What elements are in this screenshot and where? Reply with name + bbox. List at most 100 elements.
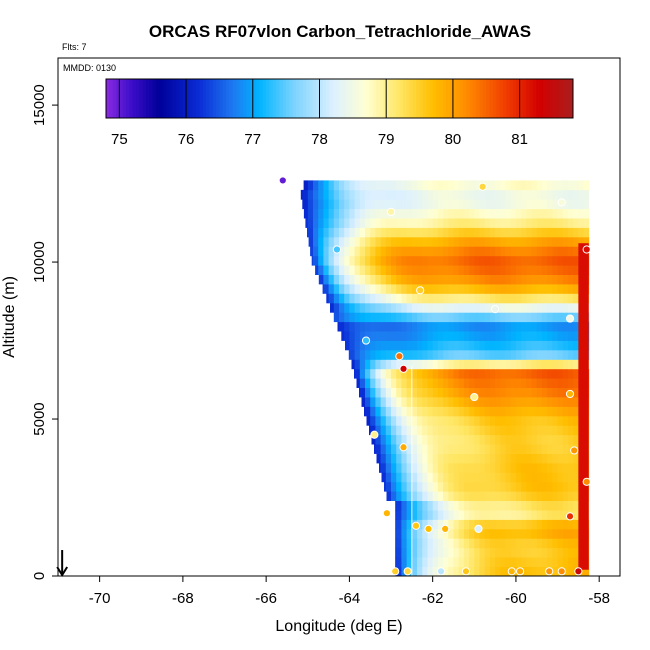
- heatmap-cell: [489, 331, 496, 341]
- heatmap-cell: [541, 453, 548, 464]
- heatmap-cell: [500, 481, 506, 492]
- heatmap-cell: [437, 528, 444, 539]
- heatmap-cell: [515, 481, 522, 492]
- heatmap-cell: [573, 378, 579, 388]
- heatmap-cell: [318, 189, 324, 200]
- heatmap-cell: [562, 208, 569, 219]
- heatmap-cell: [541, 302, 548, 313]
- heatmap-cell: [396, 472, 402, 483]
- heatmap-cell: [448, 189, 454, 200]
- heatmap-cell: [391, 321, 397, 332]
- heatmap-cell: [557, 302, 564, 313]
- heatmap-cell: [359, 255, 366, 266]
- heatmap-cell: [505, 312, 512, 323]
- heatmap-cell: [495, 378, 501, 388]
- sample-point: [570, 446, 579, 455]
- heatmap-cell: [406, 547, 413, 558]
- heatmap-cell: [411, 538, 418, 549]
- heatmap-cell: [562, 538, 569, 549]
- heatmap-cell: [339, 255, 345, 266]
- heatmap-cell: [344, 321, 350, 332]
- heatmap-cell: [411, 274, 418, 285]
- heatmap-cell: [531, 528, 538, 539]
- heatmap-cell: [484, 425, 491, 436]
- heatmap-cell: [411, 246, 418, 257]
- heatmap-cell: [375, 265, 381, 275]
- heatmap-cell: [463, 397, 470, 407]
- heatmap-cell: [432, 350, 439, 360]
- heatmap-cell: [568, 321, 574, 332]
- heatmap-cell: [526, 208, 532, 219]
- heatmap-cell: [463, 265, 470, 275]
- heatmap-cell: [474, 246, 480, 257]
- heatmap-cell: [401, 199, 407, 210]
- heatmap-cell: [432, 406, 439, 417]
- sample-point: [411, 521, 421, 530]
- heatmap-cell: [356, 378, 361, 388]
- heatmap-cell: [401, 227, 407, 238]
- heatmap-cell: [474, 340, 480, 351]
- heatmap-cell: [469, 340, 475, 351]
- heatmap-cell: [489, 500, 496, 511]
- heatmap-cell: [401, 519, 407, 530]
- heatmap-cell: [448, 331, 454, 341]
- heatmap-cell: [484, 557, 491, 567]
- heatmap-cell: [547, 387, 553, 398]
- heatmap-cell: [562, 246, 569, 257]
- heatmap-cell: [391, 453, 397, 464]
- heatmap-cell: [354, 180, 361, 191]
- heatmap-cell: [552, 547, 558, 558]
- heatmap-cell: [531, 359, 538, 370]
- heatmap-cell: [573, 199, 579, 210]
- heatmap-cell: [479, 321, 486, 332]
- heatmap-cell: [568, 359, 574, 370]
- heatmap-cell: [469, 453, 475, 464]
- heatmap-cell: [505, 397, 512, 407]
- heatmap-cell: [328, 255, 335, 266]
- heatmap-cell: [359, 189, 366, 200]
- heatmap-cell: [396, 227, 402, 238]
- heatmap-cell: [375, 444, 381, 454]
- heatmap-cell: [406, 406, 413, 417]
- heatmap-cell: [489, 425, 496, 436]
- heatmap-cell: [417, 199, 423, 210]
- colorbar-swatch: [466, 79, 471, 118]
- heatmap-cell: [443, 406, 449, 417]
- heatmap-cell: [401, 453, 407, 464]
- heatmap-cell: [526, 538, 532, 549]
- heatmap-cell: [573, 406, 579, 417]
- colorbar-swatch: [292, 79, 297, 118]
- heatmap-cell: [547, 218, 553, 228]
- heatmap-cell: [562, 340, 569, 351]
- heatmap-cell: [479, 359, 486, 370]
- heatmap-cell: [463, 208, 470, 219]
- heatmap-cell: [422, 500, 428, 511]
- heatmap-cell: [380, 331, 387, 341]
- heatmap-cell: [495, 236, 501, 247]
- heatmap-cell: [469, 350, 475, 360]
- heatmap-cell: [526, 350, 532, 360]
- heatmap-cell: [547, 415, 553, 426]
- heatmap-cell: [474, 415, 480, 426]
- heatmap-cell: [568, 284, 574, 294]
- heatmap-cell: [541, 180, 548, 191]
- heatmap-cell: [411, 453, 418, 464]
- heatmap-cell: [463, 321, 470, 332]
- heatmap-cell: [515, 302, 522, 313]
- heatmap-cell: [375, 180, 381, 191]
- heatmap-cell: [370, 246, 376, 257]
- heatmap-cell: [547, 340, 553, 351]
- heatmap-cell: [474, 397, 480, 407]
- sample-point: [565, 512, 575, 521]
- heatmap-cell: [547, 557, 553, 567]
- heatmap-cell: [578, 180, 584, 191]
- heatmap-cell: [573, 350, 579, 360]
- heatmap-cell: [380, 218, 387, 228]
- heatmap-cell: [443, 227, 449, 238]
- heatmap-cell: [458, 425, 465, 436]
- heatmap-cell: [521, 528, 527, 539]
- heatmap-cell: [427, 500, 434, 511]
- heatmap-cell: [365, 359, 371, 370]
- heatmap-cell: [568, 227, 574, 238]
- colorbar-swatch: [389, 79, 394, 118]
